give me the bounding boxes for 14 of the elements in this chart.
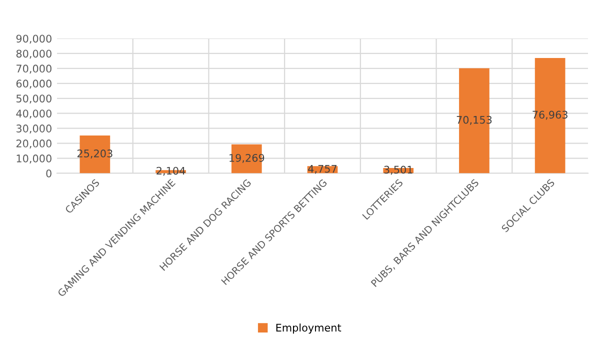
- text: 4,757: [308, 164, 337, 174]
- y-tick-label: 80,000: [16, 50, 52, 59]
- text: 3,501: [384, 166, 412, 175]
- y-tick-label: 50,000: [16, 94, 52, 104]
- y-tick-label: 0: [46, 169, 52, 178]
- y-tick-label: 30,000: [16, 124, 52, 134]
- bar: [534, 58, 566, 174]
- y-tick-label: 40,000: [16, 110, 52, 119]
- y-tick-label: 70,000: [16, 64, 52, 74]
- y-tick-label: 20,000: [16, 140, 52, 148]
- y-tick-label: 60,000: [16, 80, 52, 89]
- y-tick-label: 90,000: [16, 34, 52, 44]
- y-tick-label: 10,000: [16, 154, 52, 164]
- legend-label: Employment: [276, 324, 342, 334]
